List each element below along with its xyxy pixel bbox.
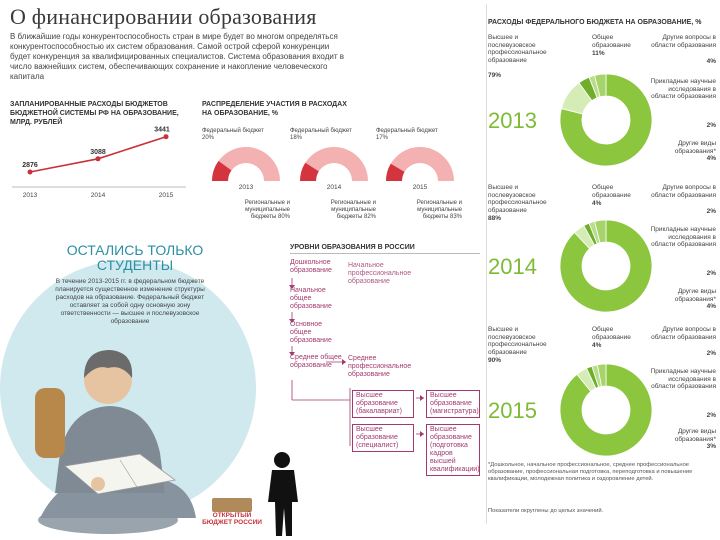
donut-2014-slice-other-types [594,219,607,244]
level-secondary: Среднее общее образование [290,354,342,369]
level-prof-mid: Среднее профессиональное образование [348,355,412,378]
donut-2014 [559,219,653,313]
donut-2014-slice-higher [559,219,653,313]
gauge-2015-federal: Федеральный бюджет 17% [376,128,438,141]
fed-2015-year: 2015 [488,398,537,423]
panel-separator [486,4,487,524]
gauge-2014-regional: Региональные и муниципальные бюджеты 82% [330,200,376,220]
levels-heading: УРОВНИ ОБРАЗОВАНИЯ В РОССИИ [290,244,415,251]
donut-2013-slice-other-types [594,73,607,98]
gauge-2014-year: 2014 [327,184,342,191]
gauge-2015-regional: Региональные и муниципальные бюджеты 83% [416,200,462,220]
intro-text: В ближайшие годы конкурентоспособность с… [10,32,344,81]
planned-year-2014: 2014 [91,192,106,199]
fed-2013-general-pct: 11% [592,50,605,57]
fed-2015-other-types-pct: 3% [706,443,716,450]
gauge-2014-federal-arc [300,162,319,181]
fed-2013-other-types: Другие виды образования* [674,140,716,155]
student-figure [35,350,196,534]
footnote: *Дошкольное, начальное профессиональное,… [488,462,693,482]
planned-heading: ЗАПЛАНИРОВАННЫЕ РАСХОДЫ БЮДЖЕТОВ БЮДЖЕТН… [10,101,179,126]
fed-2014-higher-pct: 88% [488,215,502,222]
gauge-2015: 2015 [386,147,454,191]
fed-2013-applied: Прикладные научные исследования в област… [650,78,716,100]
fed-2013-applied-pct: 2% [706,122,716,129]
footnote-rounding: Показатели округлены до целых значений. [488,508,604,514]
fed-2015-applied: Прикладные научные исследования в област… [650,368,716,390]
donut-2015 [559,363,653,457]
students-illustration [0,260,256,534]
planned-point-2013 [27,169,33,175]
fed-2015-other-types: Другие виды образования* [674,428,716,443]
fed-2014-other-q-pct: 2% [706,208,716,215]
fed-2015-applied-pct: 2% [706,412,716,419]
planned-point-2015 [163,134,169,140]
gauge-2013-federal-arc [212,161,232,181]
gauge-2015-federal-arc [386,163,405,181]
fed-2014-applied: Прикладные научные исследования в област… [650,226,716,248]
fed-2015-other-q-pct: 2% [706,350,716,357]
gauge-2015-year: 2015 [413,184,428,191]
fed-2014-general-pct: 4% [592,200,602,207]
planned-value-2013: 2876 [22,162,38,169]
level-basic: Основное общее образование [290,321,332,344]
planned-value-2015: 3441 [154,127,170,134]
fed-2015-general-pct: 4% [592,342,602,349]
silhouette-figure [268,452,298,536]
fed-2014-other-types: Другие виды образования* [674,288,716,303]
donut-2013-slice-higher [559,73,653,167]
fed-2013-higher: Высшее и послевузовское профессиональное… [488,34,547,64]
levels-arrows [289,278,424,446]
fed-2015-other-q: Другие вопросы в области образования [651,326,716,341]
planned-year-2015: 2015 [159,192,174,199]
level-bachelor: Высшее образование (бакалавриат) [352,390,414,418]
gauge-2013-regional: Региональные и муниципальные бюджеты 80% [244,200,290,220]
fed-2013-other-types-pct: 4% [706,155,716,162]
logo-text: ОТКРЫТЫЙ БЮДЖЕТ РОССИИ [202,512,262,526]
level-primary: Начальное общее образование [290,287,332,310]
level-prof-start: Начальное профессиональное образование [348,262,412,285]
planned-year-2013: 2013 [23,192,38,199]
fed-2015-general: Общее образование [592,326,631,341]
fed-2015-higher: Высшее и послевузовское профессиональное… [488,326,547,356]
fed-2014-higher: Высшее и послевузовское профессиональное… [488,184,547,214]
donut-2013 [559,73,653,167]
planned-line-chart: 2876 3088 3441 2013 2014 2015 [12,127,186,199]
gauge-2014-federal: Федеральный бюджет 18% [290,128,352,141]
gauge-2013-year: 2013 [239,184,254,191]
fed-2013-other-q: Другие вопросы в области образования [651,34,716,49]
fed-2015-higher-pct: 90% [488,357,502,364]
gauge-2013-federal: Федеральный бюджет 20% [202,128,264,141]
level-master: Высшее образование (магистратура) [426,390,480,418]
level-preschool: Дошкольное образование [290,259,332,274]
fed-2013-general: Общее образование [592,34,631,49]
students-heading: ОСТАЛИСЬ ТОЛЬКО СТУДЕНТЫ [66,242,204,273]
page-title: О финансировании образования [10,4,317,29]
distribution-heading: РАСПРЕДЕЛЕНИЕ УЧАСТИЯ В РАСХОДАХ НА ОБРА… [202,101,347,117]
fed-2013-other-q-pct: 4% [706,58,716,65]
fed-2013-higher-pct: 79% [488,72,502,79]
donut-2015-slice-other-types [596,363,607,387]
federal-heading: РАСХОДЫ ФЕДЕРАЛЬНОГО БЮДЖЕТА НА ОБРАЗОВА… [488,19,702,26]
students-text: В течение 2013-2015 гг. в федеральном бю… [55,278,205,325]
planned-point-2014 [95,156,101,162]
level-postgrad: Высшее образование (подготовка кадров вы… [426,424,480,476]
fed-2014-applied-pct: 2% [706,270,716,277]
gauge-2014: 2014 [300,147,368,191]
fed-2014-other-types-pct: 4% [706,303,716,310]
gauge-2013: 2013 [212,147,280,191]
donut-2015-slice-higher [559,363,653,457]
level-specialist: Высшее образование (специалист) [352,424,414,452]
fed-2014-year: 2014 [488,254,537,279]
fed-2014-general: Общее образование [592,184,631,199]
fed-2014-other-q: Другие вопросы в области образования [651,184,716,199]
fed-2013-year: 2013 [488,108,537,133]
planned-value-2014: 3088 [90,149,106,156]
levels-divider [290,253,480,254]
budget-wallet-icon [212,498,252,512]
